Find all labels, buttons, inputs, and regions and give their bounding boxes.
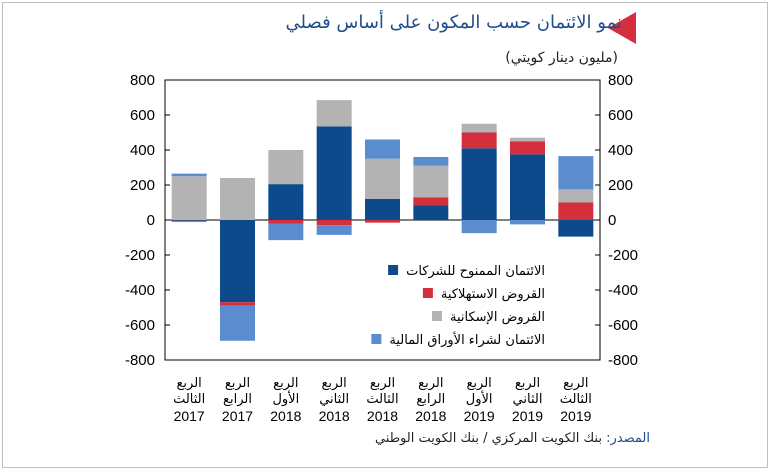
bar-segment-series-1-cat-3 [316,220,352,226]
legend-label: القروض الإسكانية [450,310,545,325]
bar-segment-series-2-cat-6 [461,123,497,133]
category-label-line1: الربع [177,376,202,391]
y-tick-label-right: 800 [608,72,633,89]
bar-segment-series-3-cat-5 [413,157,449,166]
y-tick-label-left: -600 [125,317,155,334]
bar-segment-series-3-cat-1 [220,305,255,341]
bar-segment-series-3-cat-8 [558,156,594,190]
category-label-year: 2018 [319,408,350,424]
category-label-line1: الربع [322,376,347,391]
bar-segment-series-2-cat-3 [316,100,352,127]
bar-segment-series-2-cat-8 [558,189,594,203]
y-tick-label-left: -800 [125,352,155,369]
y-tick-label-left: 800 [130,72,155,89]
bar-segment-series-1-cat-7 [510,141,545,155]
bar-segment-series-1-cat-8 [558,202,594,220]
category-label-line2: الثاني [319,392,349,407]
bar-segment-series-2-cat-2 [268,150,304,185]
category-label-line2: الرابع [223,392,252,407]
category-label-line1: الربع [467,376,492,391]
unit-label: (مليون دينار كويتي) [505,50,618,66]
y-tick-label-left: 400 [130,142,155,159]
bar-segment-series-1-cat-6 [461,132,497,149]
bar-segment-series-0-cat-7 [510,154,545,220]
bar-segment-series-0-cat-3 [316,126,352,220]
category-label-line2: الأول [466,390,493,407]
legend-swatch [388,265,399,275]
bar-segment-series-1-cat-5 [413,197,449,206]
y-tick-label-left: -200 [125,247,155,264]
category-label-line1: الربع [225,376,250,391]
category-label-line1: الربع [418,376,443,391]
bar-segment-series-2-cat-5 [413,165,449,198]
bar-segment-series-1-cat-0 [171,220,207,222]
bar-segment-series-0-cat-2 [268,184,304,220]
bar-segment-series-3-cat-0 [171,173,207,177]
y-tick-label-right: 600 [608,107,633,124]
source-label: المصدر: [606,431,650,446]
bar-segment-series-2-cat-4 [365,158,400,199]
legend-label: الائتمان الممنوح للشركات [406,264,545,279]
bar-segment-series-1-cat-2 [268,220,304,224]
category-label-line2: الثالث [560,392,592,407]
y-tick-label-right: 400 [608,142,633,159]
y-tick-label-right: -800 [608,352,638,369]
y-tick-label-right: -200 [608,247,638,264]
bar-segment-series-1-cat-1 [220,302,255,306]
category-label-line2: الثالث [173,392,205,407]
category-label-year: 2017 [174,408,205,424]
y-tick-label-left: 600 [130,107,155,124]
bar-segment-series-0-cat-6 [461,148,497,220]
bar-segment-series-3-cat-2 [268,223,304,241]
category-label-year: 2019 [560,408,591,424]
category-label-line1: الربع [273,376,298,391]
category-labels: الربعالثالث2017الربعالرابع2017الربعالأول… [173,376,592,424]
bar-segment-series-0-cat-5 [413,205,449,220]
y-tick-label-right: -600 [608,317,638,334]
bar-segment-series-0-cat-4 [365,199,400,220]
bar-segment-series-3-cat-3 [316,225,352,235]
category-label-line2: الأول [272,390,299,407]
category-label-year: 2018 [270,408,301,424]
category-label-line2: الرابع [416,392,445,407]
bar-segment-series-3-cat-6 [461,220,497,234]
bar-segment-series-3-cat-7 [510,220,545,225]
source-note: المصدر: بنك الكويت المركزي / بنك الكويت … [375,431,650,446]
legend: الائتمان الممنوح للشركات القروض الاستهلاك… [371,264,545,348]
y-tick-label-left: -400 [125,282,155,299]
category-label-line2: الثاني [513,392,543,407]
category-label-line1: الربع [563,376,588,391]
bar-segment-series-3-cat-4 [365,139,400,159]
bar-segment-series-0-cat-0 [171,220,207,221]
bar-segment-series-1-cat-4 [365,220,400,223]
chart-title: نمو الائتمان حسب المكون على أساس فصلي [285,12,623,33]
y-tick-label-right: 0 [608,212,616,229]
bar-segment-series-2-cat-7 [510,137,545,142]
legend-label: القروض الاستهلاكية [441,287,545,302]
bar-segment-series-2-cat-1 [220,178,255,220]
category-label-year: 2018 [415,408,446,424]
bars [171,100,594,341]
category-label-line2: الثالث [366,392,398,407]
title-marker-icon [608,12,636,44]
category-label-year: 2019 [464,408,495,424]
legend-swatch [431,311,442,321]
category-label-year: 2019 [512,408,543,424]
source-value: بنك الكويت المركزي / بنك الكويت الوطني [374,431,603,446]
bar-segment-series-0-cat-1 [220,220,255,303]
category-label-line1: الربع [515,376,540,391]
legend-swatch [422,288,433,298]
category-label-year: 2017 [222,408,253,424]
y-tick-label-right: 200 [608,177,633,194]
y-tick-label-right: -400 [608,282,638,299]
bar-segment-series-0-cat-8 [558,220,594,237]
y-tick-label-left: 0 [147,212,155,229]
legend-swatch [371,334,382,344]
category-label-line1: الربع [370,376,395,391]
bar-segment-series-2-cat-0 [171,176,207,220]
legend-label: الائتمان لشراء الأوراق المالية [389,331,545,348]
category-label-year: 2018 [367,408,398,424]
y-tick-label-left: 200 [130,177,155,194]
